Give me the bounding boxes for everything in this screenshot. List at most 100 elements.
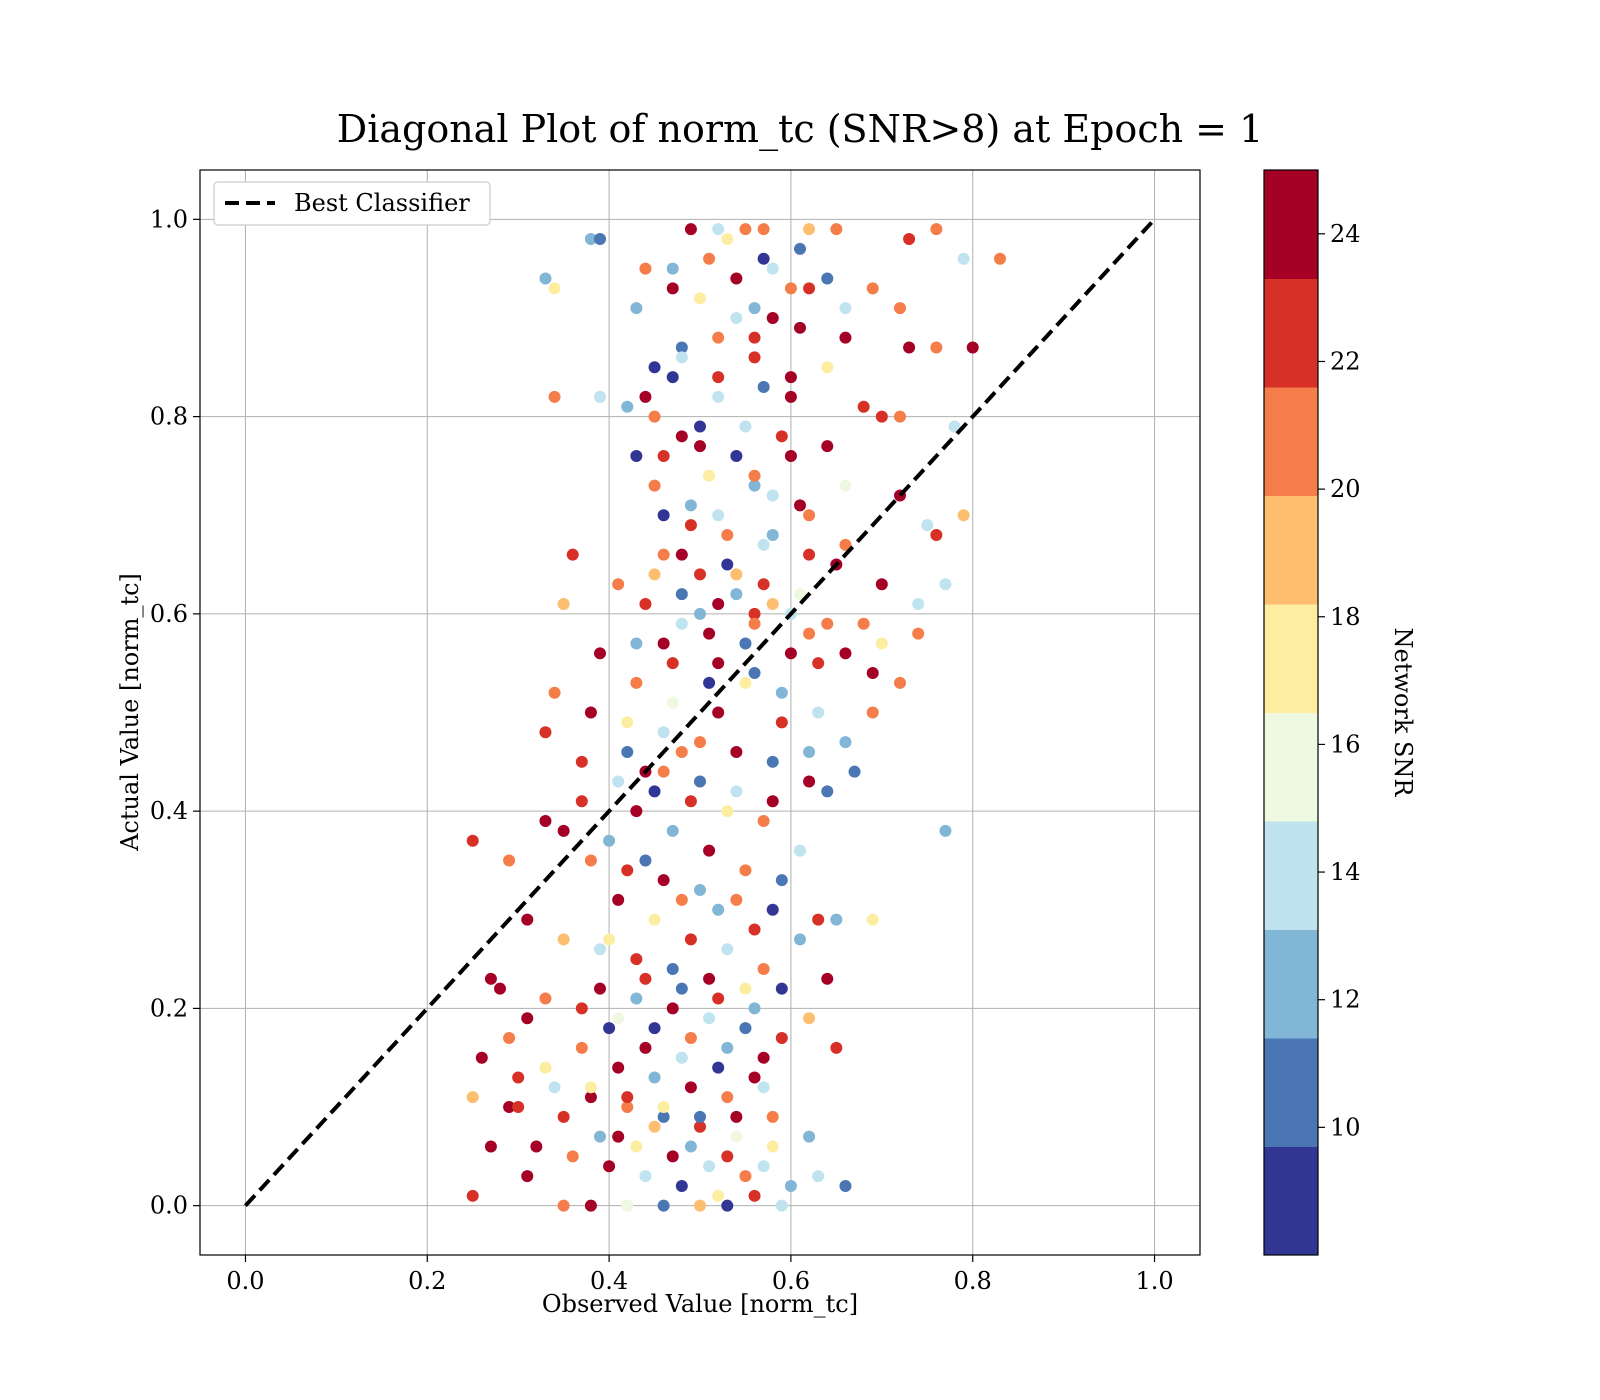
scatter-point <box>830 913 843 926</box>
scatter-point <box>775 874 788 887</box>
scatter-point <box>666 962 679 975</box>
scatter-point <box>821 272 834 285</box>
scatter-point <box>684 499 697 512</box>
scatter-point <box>748 469 761 482</box>
scatter-point <box>684 519 697 532</box>
scatter-point <box>839 736 852 749</box>
scatter-point <box>539 726 552 739</box>
scatter-point <box>675 982 688 995</box>
scatter-point <box>675 351 688 364</box>
scatter-point <box>894 302 906 315</box>
scatter-point <box>803 1130 816 1143</box>
colorbar-segment <box>1264 929 1318 1039</box>
scatter-point <box>748 479 761 492</box>
scatter-point <box>694 568 706 581</box>
best-classifier-line <box>243 217 1157 1208</box>
scatter-point <box>630 992 643 1005</box>
x-tick-label: 0.8 <box>954 1267 992 1295</box>
scatter-point <box>721 805 734 818</box>
scatter-point <box>594 390 606 403</box>
scatter-point <box>648 479 661 492</box>
colorbar-segment <box>1264 1146 1318 1256</box>
scatter-point <box>648 361 661 374</box>
scatter-point <box>639 1041 652 1054</box>
scatter-point <box>766 311 779 324</box>
scatter-point <box>666 1150 679 1163</box>
scatter-point <box>757 815 770 827</box>
scatter-point <box>775 1199 788 1212</box>
colorbar-segment <box>1264 604 1318 713</box>
scatter-point <box>630 302 643 315</box>
scatter-point <box>603 1022 616 1035</box>
scatter-point <box>784 282 797 295</box>
scatter-point <box>666 371 679 384</box>
scatter-point <box>621 716 634 729</box>
scatter-point <box>557 1110 570 1123</box>
scatter-point <box>621 745 634 758</box>
scatter-point <box>748 1189 761 1202</box>
x-axis-label: Observed Value [norm_tc] <box>542 1290 858 1318</box>
scatter-point <box>521 913 534 926</box>
scatter-point <box>694 1120 706 1133</box>
scatter-point <box>721 1041 734 1054</box>
scatter-point <box>648 913 661 926</box>
scatter-point <box>739 637 752 650</box>
scatter-point <box>739 676 752 689</box>
scatter-point <box>748 302 761 315</box>
scatter-point <box>639 390 652 403</box>
scatter-point <box>857 400 870 413</box>
scatter-point <box>730 893 743 906</box>
scatter-point <box>748 923 761 936</box>
scatter-point <box>675 430 688 443</box>
scatter-point <box>739 223 752 236</box>
colorbar-tick-label: 10 <box>1330 1113 1361 1141</box>
scatter-point <box>712 1189 725 1202</box>
scatter-point <box>694 1110 706 1123</box>
scatter-point <box>803 282 816 295</box>
scatter-point <box>484 972 497 985</box>
scatter-point <box>566 1150 579 1163</box>
scatter-point <box>839 647 852 660</box>
colorbar-segment <box>1264 495 1318 605</box>
scatter-point <box>666 657 679 670</box>
scatter-point <box>612 1130 625 1143</box>
scatter-point <box>803 223 816 236</box>
scatter-point <box>803 1012 816 1025</box>
scatter-point <box>812 706 825 719</box>
scatter-point <box>730 311 743 324</box>
scatter-point <box>612 893 625 906</box>
scatter-point <box>721 233 734 246</box>
scatter-point <box>766 262 779 275</box>
scatter-point <box>539 815 552 827</box>
scatter-point <box>766 795 779 808</box>
scatter-point <box>903 233 916 246</box>
scatter-point <box>603 1160 616 1173</box>
scatter-point <box>548 686 561 699</box>
x-tick-label: 0.2 <box>408 1267 446 1295</box>
colorbar-tick-label: 12 <box>1330 986 1361 1014</box>
scatter-point <box>712 331 725 344</box>
scatter-point <box>712 371 725 384</box>
x-axis-ticks: 0.0 0.2 0.4 0.6 0.8 1.0 <box>226 1255 1174 1295</box>
scatter-point <box>703 972 716 985</box>
scatter-point <box>794 933 806 946</box>
legend-box <box>213 181 491 226</box>
scatter-point <box>630 637 643 650</box>
scatter-point <box>712 657 725 670</box>
scatter-point <box>994 252 1006 265</box>
scatter-point <box>739 420 752 433</box>
scatter-point <box>684 933 697 946</box>
scatter-point <box>512 1101 525 1114</box>
scatter-point <box>712 390 725 403</box>
scatter-point <box>639 854 652 867</box>
scatter-point <box>557 824 570 837</box>
scatter-point <box>830 1041 843 1054</box>
scatter-point <box>739 982 752 995</box>
colorbar-segment <box>1264 821 1318 930</box>
scatter-point <box>839 1179 852 1192</box>
colorbar-segment <box>1264 387 1318 496</box>
scatter-point <box>748 351 761 364</box>
scatter-point <box>821 617 834 630</box>
scatter-point <box>794 499 806 512</box>
